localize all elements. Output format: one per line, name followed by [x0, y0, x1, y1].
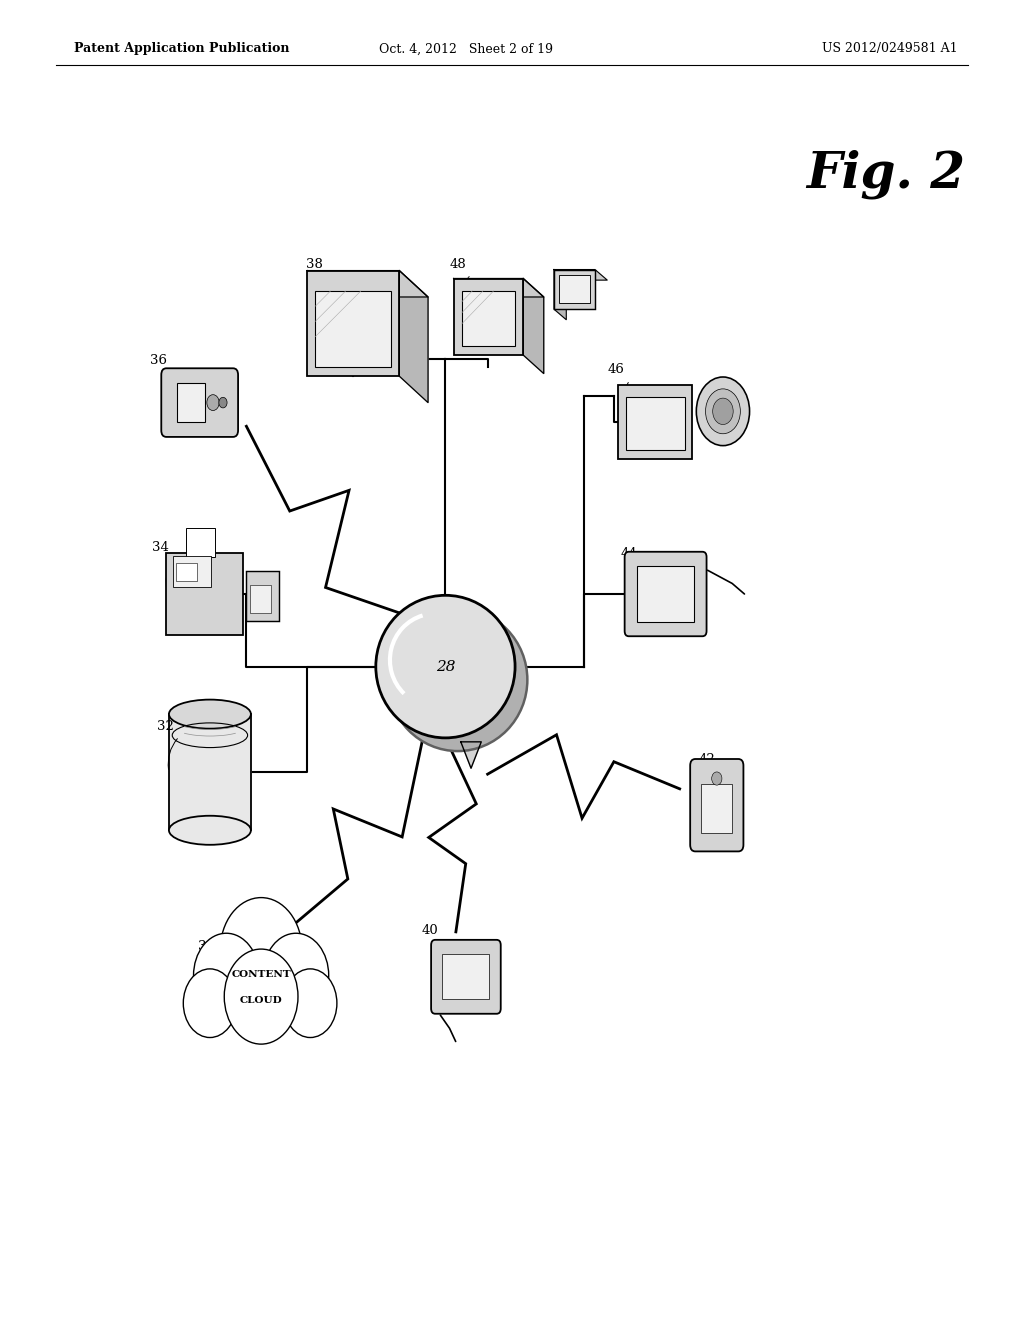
Polygon shape	[399, 271, 428, 403]
Bar	[442, 954, 489, 999]
Circle shape	[207, 395, 219, 411]
Bar	[247, 570, 279, 622]
Circle shape	[713, 399, 733, 425]
Bar	[626, 397, 685, 450]
Text: 48: 48	[450, 257, 466, 271]
Text: 38: 38	[306, 257, 323, 271]
Text: Oct. 4, 2012   Sheet 2 of 19: Oct. 4, 2012 Sheet 2 of 19	[379, 42, 553, 55]
Circle shape	[194, 933, 259, 1018]
Bar	[169, 714, 251, 830]
Polygon shape	[554, 269, 607, 280]
Polygon shape	[307, 271, 428, 297]
Polygon shape	[461, 742, 481, 768]
Bar	[462, 290, 515, 346]
Bar	[454, 279, 523, 355]
Bar	[251, 585, 270, 614]
Circle shape	[220, 898, 302, 1003]
Circle shape	[712, 772, 722, 785]
Text: CONTENT: CONTENT	[231, 970, 291, 978]
Polygon shape	[523, 279, 544, 374]
Text: Patent Application Publication: Patent Application Publication	[74, 42, 289, 55]
Bar	[637, 566, 694, 622]
Bar	[177, 383, 205, 422]
Circle shape	[224, 949, 298, 1044]
FancyBboxPatch shape	[431, 940, 501, 1014]
Text: 42: 42	[698, 752, 715, 766]
Bar	[701, 784, 732, 833]
Text: 46: 46	[608, 363, 625, 376]
Bar	[554, 269, 595, 309]
FancyBboxPatch shape	[625, 552, 707, 636]
Bar	[185, 528, 215, 557]
Circle shape	[219, 397, 227, 408]
Polygon shape	[554, 269, 566, 319]
Ellipse shape	[169, 816, 251, 845]
FancyBboxPatch shape	[162, 368, 238, 437]
Circle shape	[696, 378, 750, 446]
Bar	[559, 275, 590, 302]
Text: 44: 44	[621, 546, 637, 560]
Circle shape	[263, 933, 329, 1018]
Text: US 2012/0249581 A1: US 2012/0249581 A1	[822, 42, 957, 55]
Circle shape	[468, 688, 474, 696]
Bar	[307, 271, 399, 376]
Text: CLOUD: CLOUD	[240, 997, 283, 1005]
Bar	[176, 562, 197, 581]
Text: 28: 28	[435, 660, 456, 673]
Ellipse shape	[376, 595, 515, 738]
Bar	[166, 553, 244, 635]
Bar	[618, 385, 692, 459]
Text: Fig. 2: Fig. 2	[806, 149, 966, 199]
Bar	[172, 556, 211, 587]
Bar	[315, 290, 391, 367]
Text: 30: 30	[199, 940, 215, 953]
Ellipse shape	[169, 700, 251, 729]
Ellipse shape	[388, 609, 527, 751]
FancyBboxPatch shape	[690, 759, 743, 851]
Text: 40: 40	[422, 924, 438, 937]
Text: 36: 36	[150, 354, 167, 367]
Text: 32: 32	[158, 719, 174, 733]
Circle shape	[183, 969, 237, 1038]
Circle shape	[284, 969, 337, 1038]
Polygon shape	[454, 279, 544, 297]
Circle shape	[706, 389, 740, 434]
Text: 34: 34	[153, 541, 169, 554]
